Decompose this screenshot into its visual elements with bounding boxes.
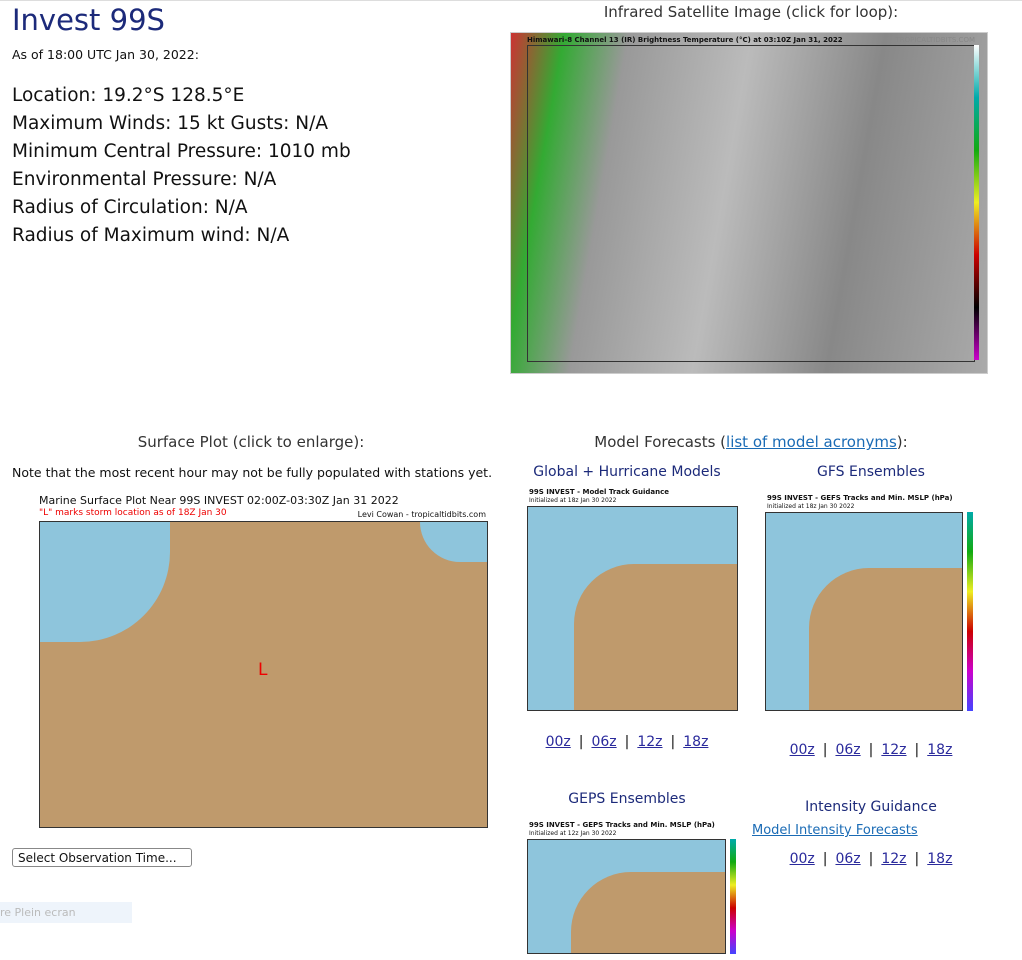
image-init: Initialized at 18z Jan 30 2022 xyxy=(767,503,855,510)
storm-title: Invest 99S xyxy=(12,3,165,37)
surface-image[interactable]: Marine Surface Plot Near 99S INVEST 02:0… xyxy=(12,492,490,838)
satellite-heading: Infrared Satellite Image (click for loop… xyxy=(603,3,899,21)
surface-note: Note that the most recent hour may not b… xyxy=(12,465,493,480)
storm-marker: L xyxy=(258,660,268,680)
ocean xyxy=(40,522,170,642)
separator: | xyxy=(868,851,874,867)
models-heading: Model Forecasts (list of model acronyms)… xyxy=(594,433,907,451)
image-credit: TROPICALTIDBITS.COM xyxy=(895,36,975,44)
colorbar xyxy=(967,512,973,711)
surface-heading: Surface Plot (click to enlarge): xyxy=(137,433,365,451)
heading-text: ): xyxy=(896,433,908,451)
intensity-link[interactable]: Model Intensity Forecasts xyxy=(752,823,918,838)
observation-select[interactable]: Select Observation Time... xyxy=(12,848,192,867)
info-line: Location: 19.2°S 128.5°E xyxy=(12,85,245,106)
map xyxy=(527,839,726,954)
run-link[interactable]: 00z xyxy=(789,851,815,867)
separator: | xyxy=(624,734,630,750)
panel-title: Global + Hurricane Models xyxy=(533,464,721,480)
info-line: Radius of Maximum wind: N/A xyxy=(12,225,290,246)
separator: | xyxy=(822,851,828,867)
colorbar xyxy=(974,45,979,360)
run-link[interactable]: 00z xyxy=(789,742,815,758)
acronyms-link[interactable]: list of model acronyms xyxy=(726,433,897,451)
separator: | xyxy=(670,734,676,750)
image-title: Marine Surface Plot Near 99S INVEST 02:0… xyxy=(39,494,399,507)
run-link[interactable]: 18z xyxy=(927,742,953,758)
run-link[interactable]: 12z xyxy=(881,851,907,867)
map: L xyxy=(39,521,488,828)
run-link[interactable]: 06z xyxy=(835,742,861,758)
image-subtitle: "L" marks storm location as of 18Z Jan 3… xyxy=(39,508,227,518)
run-link[interactable]: 18z xyxy=(683,734,709,750)
info-line: Radius of Circulation: N/A xyxy=(12,197,248,218)
separator: | xyxy=(578,734,584,750)
land xyxy=(571,871,725,953)
model-image[interactable]: 99S INVEST - Model Track Guidance Initial… xyxy=(527,487,738,717)
as-of: As of 18:00 UTC Jan 30, 2022: xyxy=(12,47,199,62)
image-title: Himawari-8 Channel 13 (IR) Brightness Te… xyxy=(527,36,843,44)
info-line: Minimum Central Pressure: 1010 mb xyxy=(12,141,351,162)
separator: | xyxy=(914,742,920,758)
run-link[interactable]: 06z xyxy=(591,734,617,750)
model-image[interactable]: 99S INVEST - GEPS Tracks and Min. MSLP (… xyxy=(527,820,738,960)
run-link[interactable]: 12z xyxy=(881,742,907,758)
run-links: 00z | 06z | 12z | 18z xyxy=(790,851,953,867)
heading-text: Model Forecasts ( xyxy=(594,433,727,451)
model-image[interactable]: 99S INVEST - GEFS Tracks and Min. MSLP (… xyxy=(765,493,975,717)
run-links: 00z | 06z | 12z | 18z xyxy=(790,742,953,758)
map xyxy=(765,512,963,711)
satellite-frame xyxy=(527,45,975,362)
info-line: Environmental Pressure: N/A xyxy=(12,169,277,190)
top-border xyxy=(0,0,1022,1)
run-links: 00z | 06z | 12z | 18z xyxy=(546,734,709,750)
panel-title: GFS Ensembles xyxy=(817,464,925,480)
satellite-image[interactable]: Himawari-8 Channel 13 (IR) Brightness Te… xyxy=(510,32,988,374)
image-init: Initialized at 12z Jan 30 2022 xyxy=(529,830,617,837)
panel-title: GEPS Ensembles xyxy=(568,791,686,807)
separator: | xyxy=(868,742,874,758)
info-line: Maximum Winds: 15 kt Gusts: N/A xyxy=(12,113,328,134)
image-init: Initialized at 18z Jan 30 2022 xyxy=(529,497,617,504)
image-credit: Levi Cowan - tropicaltidbits.com xyxy=(357,510,486,519)
map xyxy=(527,506,738,711)
run-link[interactable]: 06z xyxy=(835,851,861,867)
colorbar xyxy=(730,839,736,954)
land xyxy=(809,568,962,710)
fullscreen-toast: re Plein ecran xyxy=(0,902,132,923)
separator: | xyxy=(914,851,920,867)
run-link[interactable]: 00z xyxy=(545,734,571,750)
image-title: 99S INVEST - GEFS Tracks and Min. MSLP (… xyxy=(767,494,953,502)
run-link[interactable]: 18z xyxy=(927,851,953,867)
run-link[interactable]: 12z xyxy=(637,734,663,750)
separator: | xyxy=(822,742,828,758)
image-title: 99S INVEST - Model Track Guidance xyxy=(529,488,670,496)
land xyxy=(573,563,737,710)
panel-title: Intensity Guidance xyxy=(805,799,937,815)
ocean xyxy=(420,522,487,562)
image-title: 99S INVEST - GEPS Tracks and Min. MSLP (… xyxy=(529,821,715,829)
